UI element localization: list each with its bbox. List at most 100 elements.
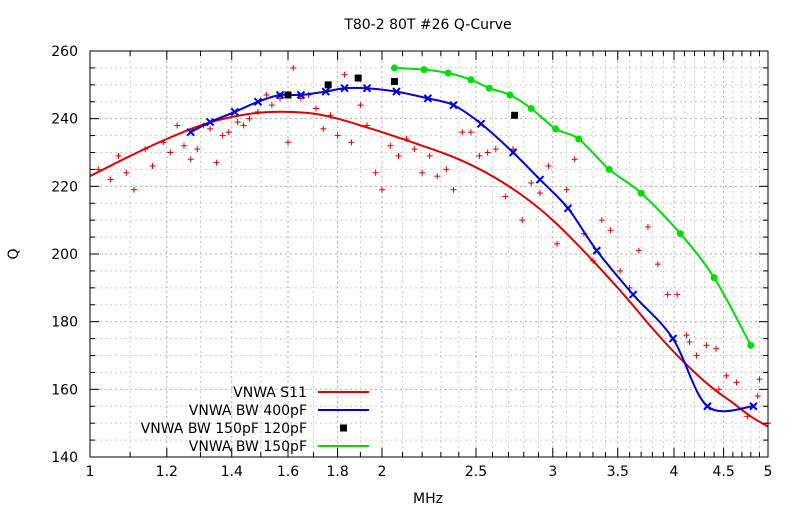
series-point-3 [390, 64, 398, 72]
series-line-0 [89, 110, 769, 428]
grid-lines [90, 51, 768, 457]
scatter-point [411, 146, 418, 153]
scatter-point [644, 223, 651, 230]
scatter-point [268, 102, 275, 109]
legend-label-0: VNWA S11 [233, 385, 307, 401]
x-tick-label: 2.5 [465, 464, 487, 480]
x-tick-label: 1.6 [277, 464, 299, 480]
series-point-1 [703, 402, 712, 411]
legend-label-1: VNWA BW 400pF [189, 403, 307, 419]
scatter-point [130, 186, 137, 193]
y-tick-label: 260 [51, 44, 78, 60]
y-tick-label: 240 [51, 112, 78, 128]
chart-title: T80-2 80T #26 Q-Curve [343, 17, 511, 33]
series-point-2 [390, 77, 398, 85]
series-point-1 [749, 402, 758, 411]
scatter-point [476, 152, 483, 159]
x-tick-label: 4.5 [712, 464, 734, 480]
scatter-point [213, 159, 220, 166]
scatter-point [225, 129, 232, 136]
scatter-point [733, 379, 740, 386]
scatter-point [756, 376, 763, 383]
scatter-point [149, 163, 156, 170]
series-point-3 [552, 125, 560, 133]
scatter-point [654, 261, 661, 268]
scatter-point [528, 179, 535, 186]
scatter-point [334, 132, 341, 139]
x-axis-title: MHz [413, 491, 443, 507]
series-point-2 [354, 74, 362, 82]
scatter-point [246, 115, 253, 122]
legend: VNWA S11 VNWA BW 400pF VNWA BW 150pF 120pF… [141, 385, 369, 455]
series-point-1 [205, 117, 215, 127]
series-point-1 [186, 127, 195, 137]
scatter-point [553, 240, 560, 247]
scatter-point [219, 132, 226, 139]
series-point-1 [340, 84, 349, 93]
series-point-1 [296, 90, 306, 100]
series-point-1 [476, 119, 486, 128]
scatter-point [426, 152, 433, 159]
series-point-3 [637, 189, 645, 197]
scatter-point [484, 149, 491, 156]
scatter-point [502, 193, 509, 200]
series-point-1 [392, 87, 401, 96]
scatter-point [617, 267, 624, 274]
scatter-point [459, 129, 466, 136]
series-point-3 [575, 135, 583, 143]
scatter-point [607, 227, 614, 234]
series-point-2 [324, 81, 332, 89]
series-point-1 [668, 334, 678, 343]
scatter-point [598, 217, 605, 224]
scatter-point [372, 169, 379, 176]
y-tick-label: 180 [51, 315, 78, 331]
y-tick-label: 160 [51, 382, 78, 398]
series-layer [89, 64, 771, 428]
y-tick-label: 220 [51, 179, 78, 195]
scatter-point [536, 190, 543, 197]
scatter-point [563, 186, 570, 193]
scatter-point [674, 291, 681, 298]
series-point-1 [275, 90, 285, 100]
x-tick-label: 2 [378, 464, 387, 480]
scatter-point [194, 146, 201, 153]
scatter-point [387, 142, 394, 149]
series-point-3 [444, 69, 452, 77]
scatter-point [723, 372, 730, 379]
scatter-point [703, 342, 710, 349]
scatter-point [434, 173, 441, 180]
series-point-2 [284, 91, 292, 99]
scatter-point [713, 345, 720, 352]
scatter-point [664, 291, 671, 298]
x-tick-label: 3.5 [607, 464, 629, 480]
x-tick-label: 3 [548, 464, 557, 480]
scatter-point [492, 146, 499, 153]
y-tick-label: 140 [51, 450, 78, 466]
scatter-point [207, 125, 214, 132]
scatter-point [320, 125, 327, 132]
scatter-point [341, 71, 348, 78]
x-tick-label: 1.2 [156, 464, 178, 480]
axis-ticks: 140 160 180 200 220 240 260 1 1.2 1.4 1.6 1.8 2 2.5 3 3… [51, 44, 772, 480]
y-axis-title: Q [6, 248, 22, 259]
series-point-1 [535, 175, 545, 184]
scatter-point [167, 149, 174, 156]
series-point-1 [563, 204, 573, 213]
series-point-3 [467, 76, 475, 84]
series-point-1 [253, 97, 263, 106]
series-point-2 [511, 111, 519, 119]
x-tick-label: 1.8 [326, 464, 348, 480]
series-point-3 [747, 341, 755, 349]
series-point-1 [321, 87, 330, 96]
scatter-point [519, 217, 526, 224]
scatter-point [284, 139, 291, 146]
y-tick-label: 200 [51, 247, 78, 263]
series-point-1 [508, 148, 518, 157]
scatter-point [181, 142, 188, 149]
scatter-point [754, 393, 761, 400]
scatter-point [443, 166, 450, 173]
scatter-point [419, 169, 426, 176]
scatter-point [450, 186, 457, 193]
